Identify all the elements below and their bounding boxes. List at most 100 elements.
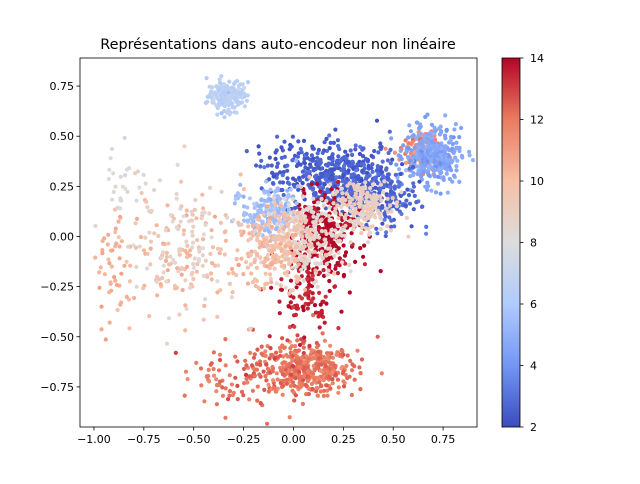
data-point <box>252 373 257 378</box>
data-point <box>200 253 205 258</box>
data-point <box>320 150 325 155</box>
data-point <box>134 198 139 203</box>
data-point <box>107 320 112 325</box>
data-point <box>292 252 297 257</box>
data-point <box>268 272 273 277</box>
data-point <box>293 344 298 349</box>
data-point <box>268 197 273 202</box>
data-point <box>453 122 458 127</box>
data-point <box>255 238 260 243</box>
data-point <box>340 228 345 233</box>
data-point <box>332 271 337 276</box>
data-point <box>297 364 302 369</box>
data-point <box>141 286 146 291</box>
data-point <box>243 372 249 377</box>
data-point <box>270 365 275 370</box>
data-point <box>238 172 243 177</box>
data-point <box>302 360 307 365</box>
data-point <box>203 258 208 263</box>
data-point <box>318 302 323 307</box>
data-point <box>276 194 281 199</box>
data-point <box>312 368 317 373</box>
data-point <box>341 272 347 278</box>
data-point <box>388 228 394 233</box>
data-point <box>263 282 268 287</box>
data-point <box>201 273 206 279</box>
data-point <box>227 389 232 394</box>
data-point <box>390 196 395 201</box>
data-point <box>406 141 411 146</box>
data-point <box>329 187 334 192</box>
data-point <box>316 206 321 211</box>
data-point <box>285 163 290 168</box>
data-point <box>423 114 428 120</box>
data-point <box>287 261 292 266</box>
data-point <box>107 261 112 266</box>
data-point <box>242 85 247 90</box>
data-point <box>114 282 119 288</box>
y-tick-label: 0.50 <box>50 130 75 143</box>
data-point <box>117 244 122 249</box>
data-point <box>340 260 345 265</box>
data-point <box>123 173 128 178</box>
data-point <box>295 348 300 353</box>
data-point <box>337 238 342 243</box>
data-point <box>148 262 153 267</box>
data-point <box>257 204 262 209</box>
data-point <box>144 199 149 204</box>
data-point <box>249 220 255 225</box>
data-point <box>279 247 284 252</box>
data-point <box>271 195 276 200</box>
data-point <box>415 172 420 177</box>
data-point <box>217 77 222 82</box>
data-point <box>289 242 294 247</box>
data-point <box>307 238 312 243</box>
data-point <box>301 378 306 383</box>
data-point <box>424 169 429 174</box>
data-point <box>348 162 353 167</box>
data-point <box>444 127 449 132</box>
data-point <box>273 156 278 161</box>
data-point <box>270 181 276 186</box>
data-point <box>327 205 332 210</box>
data-point <box>262 387 267 392</box>
data-point <box>306 356 311 361</box>
data-point <box>327 146 332 151</box>
data-point <box>363 156 369 161</box>
data-point <box>119 239 124 244</box>
data-point <box>255 398 260 403</box>
data-point <box>183 278 188 283</box>
data-point <box>278 170 283 175</box>
data-point <box>378 141 383 146</box>
data-point <box>374 118 380 123</box>
data-point <box>241 187 246 192</box>
data-point <box>247 397 252 402</box>
data-point <box>279 264 284 269</box>
data-point <box>341 369 346 374</box>
data-point <box>265 163 270 168</box>
data-point <box>294 201 299 206</box>
data-point <box>257 286 262 292</box>
data-point <box>201 237 206 242</box>
data-point <box>161 263 166 268</box>
x-tick-label: −0.50 <box>177 433 211 446</box>
data-point <box>252 352 257 357</box>
data-point <box>392 186 397 191</box>
data-point <box>307 343 312 348</box>
data-point <box>369 166 374 171</box>
data-point <box>159 255 164 260</box>
data-point <box>227 93 233 98</box>
data-point <box>207 211 212 216</box>
data-point <box>396 179 401 184</box>
data-point <box>175 266 180 271</box>
data-point <box>379 165 384 170</box>
data-point <box>445 159 450 164</box>
data-point <box>299 267 304 272</box>
data-point <box>191 265 197 270</box>
data-point <box>311 196 316 201</box>
data-point <box>316 147 321 153</box>
data-point <box>111 189 116 195</box>
data-point <box>275 377 280 382</box>
data-point <box>378 269 383 274</box>
data-point <box>194 269 199 274</box>
